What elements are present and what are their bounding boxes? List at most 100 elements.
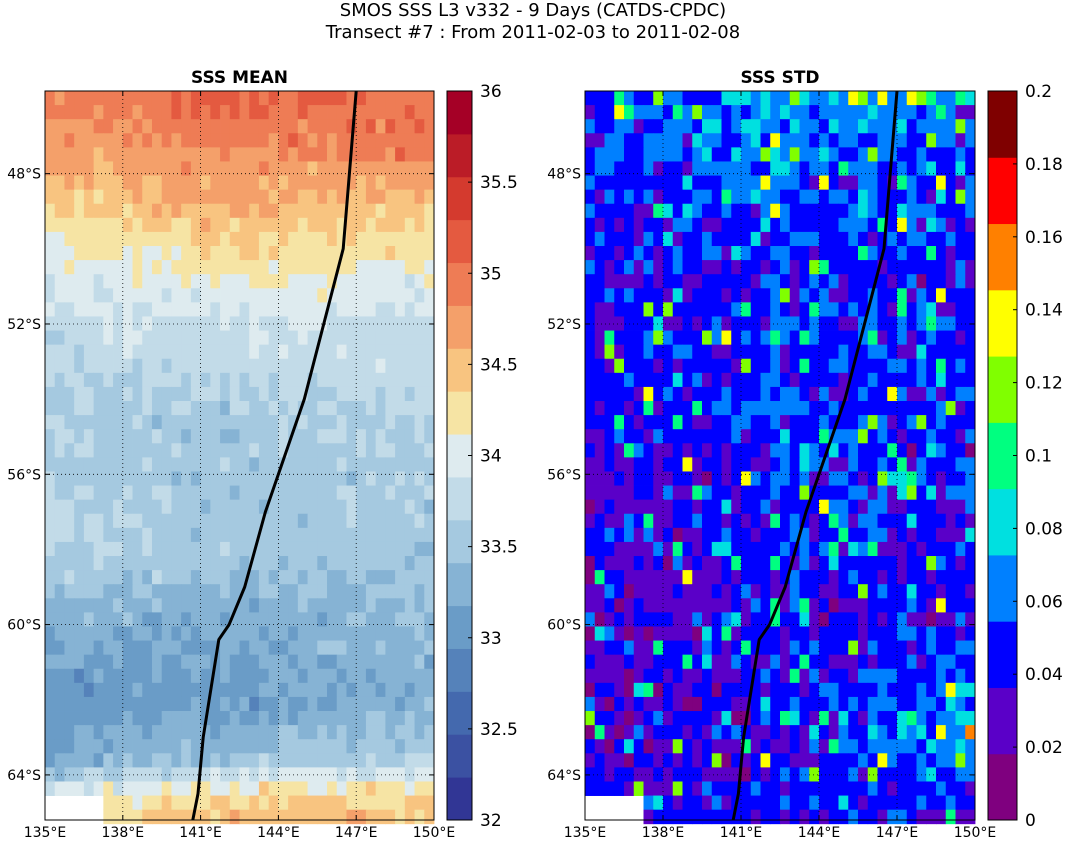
heatmap-cell <box>74 781 85 796</box>
heatmap-cell <box>103 288 114 303</box>
heatmap-cell <box>760 499 771 515</box>
heatmap-cell <box>838 598 849 613</box>
heatmap-cell <box>307 795 318 811</box>
heatmap-cell <box>945 372 956 388</box>
heatmap-cell <box>317 668 328 684</box>
heatmap-cell <box>239 203 250 219</box>
heatmap-cell <box>414 246 425 261</box>
heatmap-cell <box>682 654 693 670</box>
heatmap-cell <box>799 358 810 374</box>
heatmap-cell <box>288 372 299 388</box>
heatmap-cell <box>103 767 114 782</box>
heatmap-cell <box>200 344 211 360</box>
heatmap-cell <box>74 654 85 670</box>
heatmap-cell <box>74 725 85 740</box>
heatmap-cell <box>132 260 143 275</box>
heatmap-cell <box>799 231 810 247</box>
heatmap-cell <box>624 415 635 430</box>
heatmap-cell <box>375 556 386 571</box>
heatmap-cell <box>760 570 771 585</box>
heatmap-cell <box>64 682 75 698</box>
heatmap-cell <box>103 570 114 585</box>
heatmap-cell <box>799 640 810 656</box>
heatmap-cells <box>585 91 976 825</box>
heatmap-cell <box>239 668 250 684</box>
heatmap-cell <box>93 260 104 275</box>
heatmap-cell <box>897 668 908 684</box>
heatmap-cell <box>780 739 791 754</box>
heatmap-cell <box>200 640 211 656</box>
heatmap-cell <box>297 316 308 331</box>
heatmap-cell <box>643 401 654 416</box>
heatmap-cell <box>643 485 654 501</box>
heatmap-cell <box>64 260 75 275</box>
heatmap-cell <box>858 570 869 585</box>
heatmap-cell <box>819 795 830 811</box>
heatmap-cell <box>307 781 318 796</box>
heatmap-cell <box>375 739 386 754</box>
heatmap-cell <box>83 217 95 233</box>
heatmap-cell <box>604 344 615 360</box>
heatmap-cell <box>229 401 240 416</box>
heatmap-cell <box>721 598 732 613</box>
heatmap-cell <box>682 231 693 247</box>
heatmap-cell <box>594 246 605 261</box>
heatmap-cell <box>297 189 308 205</box>
heatmap-cell <box>356 527 367 543</box>
heatmap-cell <box>653 640 664 656</box>
heatmap-cell <box>317 358 328 374</box>
heatmap-cell <box>848 231 859 247</box>
heatmap-cell <box>799 527 810 543</box>
heatmap-cell <box>103 161 114 176</box>
heatmap-cell <box>83 457 95 472</box>
heatmap-cell <box>653 485 664 501</box>
heatmap-cell <box>346 260 357 275</box>
heatmap-cell <box>955 302 966 317</box>
heatmap-cell <box>965 809 976 825</box>
heatmap-cell <box>161 527 172 543</box>
heatmap-cell <box>122 767 133 782</box>
heatmap-cell <box>288 415 299 430</box>
heatmap-cell <box>741 668 752 684</box>
heatmap-cell <box>887 386 898 402</box>
heatmap-cell <box>288 598 299 613</box>
heatmap-cell <box>731 316 742 331</box>
heatmap-cell <box>317 485 328 501</box>
heatmap-cell <box>74 612 85 627</box>
heatmap-cell <box>624 598 635 613</box>
heatmap-cell <box>122 682 133 698</box>
heatmap-cell <box>887 654 898 670</box>
heatmap-cell <box>346 513 357 529</box>
heatmap-cell <box>809 133 820 148</box>
heatmap-cell <box>858 91 869 106</box>
heatmap-cell <box>711 302 722 317</box>
heatmap-cell <box>122 541 133 557</box>
heatmap-cell <box>858 499 869 515</box>
heatmap-cell <box>327 217 338 233</box>
heatmap-cell <box>375 217 386 233</box>
heatmap-cell <box>955 274 966 289</box>
heatmap-cell <box>702 372 713 388</box>
heatmap-cell <box>307 401 318 416</box>
heatmap-cell <box>336 612 347 627</box>
heatmap-cell <box>643 246 654 261</box>
heatmap-cell <box>760 598 771 613</box>
heatmap-cell <box>161 147 172 162</box>
heatmap-cell <box>103 401 114 416</box>
heatmap-cell <box>190 372 202 388</box>
heatmap-cell <box>258 161 270 176</box>
heatmap-cell <box>741 753 752 768</box>
heatmap-cell <box>161 809 172 825</box>
heatmap-cell <box>74 231 85 247</box>
heatmap-cell <box>877 189 888 205</box>
heatmap-cell <box>594 527 605 543</box>
heatmap-cell <box>945 668 956 684</box>
heatmap-cell <box>317 330 328 346</box>
heatmap-cell <box>906 626 917 641</box>
heatmap-cell <box>268 598 279 613</box>
heatmap-cell <box>307 739 318 754</box>
heatmap-cell <box>220 725 231 740</box>
heatmap-cell <box>132 231 143 247</box>
heatmap-cell <box>249 274 260 289</box>
heatmap-cell <box>190 485 202 501</box>
